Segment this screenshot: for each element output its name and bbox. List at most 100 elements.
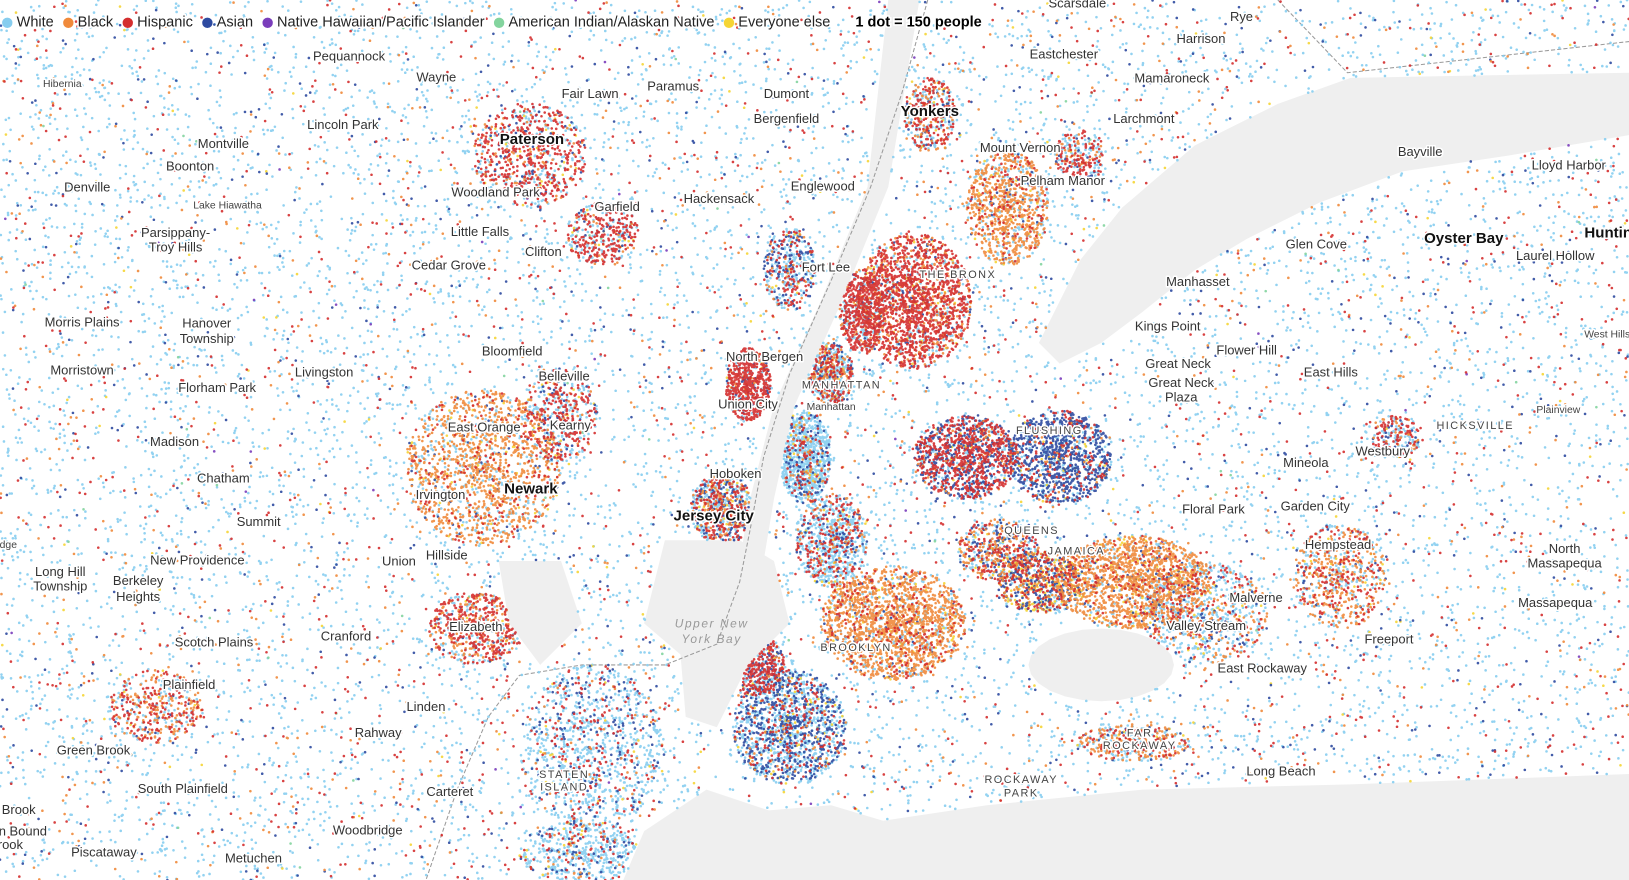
place-label: ISLAND — [540, 781, 588, 793]
place-label: Plaza — [1165, 389, 1198, 404]
place-label: Harrison — [1176, 31, 1225, 46]
place-label: JAMAICA — [1048, 546, 1105, 558]
place-label: Bloomfield — [482, 344, 543, 359]
water — [498, 561, 582, 665]
place-label: Green Brook — [57, 743, 131, 758]
dot-group — [3, 0, 1597, 809]
place-label: Manhattan — [807, 402, 856, 413]
legend-swatch — [63, 17, 74, 29]
place-label: Floral Park — [1182, 502, 1245, 517]
water — [1028, 628, 1174, 702]
place-label: Mineola — [1283, 455, 1329, 470]
place-label: MANHATTAN — [802, 379, 881, 391]
place-label: Wayne — [416, 69, 456, 84]
legend-swatch — [2, 17, 13, 29]
legend-label: Black — [78, 15, 114, 31]
place-label: Heights — [116, 589, 160, 604]
place-label: Massapequa — [1518, 595, 1593, 610]
place-label: rook — [0, 837, 24, 852]
place-label: Piscataway — [71, 844, 137, 859]
water — [623, 789, 894, 880]
place-label: West Hills — [1584, 329, 1629, 340]
place-label: Kearny — [550, 417, 592, 432]
place-label: Eastchester — [1030, 46, 1099, 61]
place-label: THE BRONX — [920, 269, 997, 281]
water — [883, 774, 1629, 880]
place-label: Bergenfield — [754, 111, 820, 126]
place-label: Hoboken — [710, 466, 762, 481]
place-label: New Providence — [150, 552, 244, 567]
place-label: Plainview — [1536, 405, 1580, 416]
place-label: Fair Lawn — [562, 86, 619, 101]
legend-label: Native Hawaiian/Pacific Islander — [277, 15, 485, 31]
place-label: Garden City — [1281, 498, 1351, 513]
place-label: Woodbridge — [333, 823, 403, 838]
legend-label: Hispanic — [137, 15, 193, 31]
place-label: Little Falls — [451, 224, 510, 239]
water — [739, 0, 920, 562]
place-label: QUEENS — [1004, 525, 1059, 537]
place-label: Mamaroneck — [1134, 70, 1209, 85]
place-label: Laurel Hollow — [1516, 248, 1595, 263]
place-label: Hillside — [426, 547, 468, 562]
place-label: Great Neck — [1145, 356, 1211, 371]
place-label: Oyster Bay — [1424, 230, 1504, 247]
place-label: Metuchen — [225, 851, 282, 866]
place-label: Manhasset — [1166, 274, 1230, 289]
place-label: Flower Hill — [1216, 343, 1277, 358]
place-label: Freeport — [1365, 631, 1414, 646]
place-label: Boonton — [166, 159, 214, 174]
place-label: Upper New — [675, 617, 749, 631]
place-label: Berkeley — [113, 573, 164, 588]
place-label: STATEN — [539, 769, 589, 781]
place-label: Chatham — [197, 470, 250, 485]
place-label: Lincoln Park — [307, 117, 379, 132]
place-label: Morris Plains — [45, 315, 120, 330]
place-label: Clifton — [525, 244, 562, 259]
place-label: Union — [382, 553, 416, 568]
place-label: Parsippany- — [141, 225, 210, 240]
place-label: Jersey City — [674, 507, 755, 524]
place-label: Valley Stream — [1166, 618, 1246, 633]
place-label: Rye — [1230, 9, 1253, 24]
place-label: Hackensack — [684, 191, 755, 206]
place-label: Morristown — [50, 362, 113, 377]
place-label: Union City — [718, 397, 778, 412]
legend-swatch — [723, 17, 735, 29]
place-label: Township — [180, 331, 234, 346]
place-label: Garfield — [594, 199, 639, 214]
place-label: Plainfield — [163, 677, 216, 692]
place-label: Lloyd Harbor — [1532, 158, 1607, 173]
place-label: FAR — [1127, 727, 1153, 739]
place-label: n Bound — [0, 824, 47, 839]
place-label: East Hills — [1304, 364, 1359, 379]
legend-label: White — [17, 15, 54, 31]
legend-swatch — [202, 17, 213, 29]
place-label: Pelham Manor — [1021, 173, 1106, 188]
place-label: Lake Hiawatha — [193, 200, 262, 211]
place-label: Glen Cove — [1286, 237, 1347, 252]
legend-swatch — [122, 17, 133, 29]
place-label: Mount Vernon — [980, 140, 1061, 155]
place-label: Paramus — [647, 79, 699, 94]
legend-note: 1 dot = 150 people — [855, 15, 981, 31]
place-label: ROCKAWAY — [984, 774, 1058, 786]
place-label: Summit — [237, 514, 281, 529]
water — [644, 540, 790, 728]
place-label: Hanover — [182, 316, 232, 331]
legend-swatch — [493, 17, 505, 29]
place-label: Elizabeth — [449, 619, 502, 634]
place-label: dge — [0, 540, 17, 551]
legend-label: Everyone else — [738, 15, 830, 31]
place-label: PARK — [1004, 788, 1039, 800]
place-label: HICKSVILLE — [1436, 420, 1513, 432]
place-label: Cedar Grove — [412, 257, 486, 272]
legend-swatch — [262, 17, 273, 29]
water-layer — [498, 0, 1629, 880]
place-label: Long Hill — [35, 564, 86, 579]
place-label: Englewood — [791, 178, 855, 193]
